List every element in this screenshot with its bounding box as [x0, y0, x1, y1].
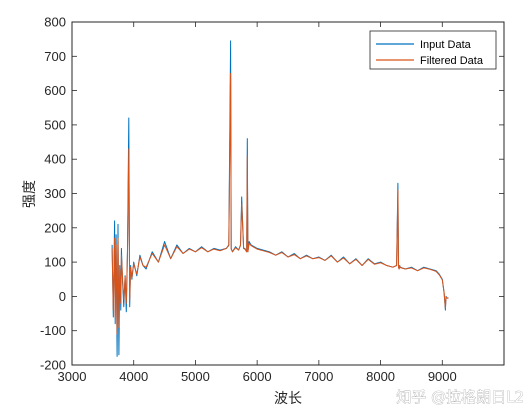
legend-box — [369, 30, 497, 70]
x-tick-label-4000: 4000 — [119, 369, 148, 384]
x-tick-label-9000: 9000 — [428, 369, 457, 384]
x-tick-label-5000: 5000 — [181, 369, 210, 384]
series-layer — [111, 40, 449, 357]
x-tick-label-3000: 3000 — [58, 369, 87, 384]
legend-label-filtered-data: Filtered Data — [420, 55, 484, 67]
y-tick-label--200: -200 — [40, 358, 66, 373]
legend-label-input-data: Input Data — [420, 39, 472, 51]
y-axis-title: 强度 — [22, 180, 38, 208]
series-line-filtered-data — [111, 72, 449, 335]
y-tick-label--100: -100 — [40, 323, 66, 338]
legend: Input Data Filtered Data — [369, 30, 497, 70]
x-tick-label-8000: 8000 — [366, 369, 395, 384]
y-tick-label-400: 400 — [44, 152, 66, 167]
x-tick-label-6000: 6000 — [243, 369, 272, 384]
y-axis-ticks: -200 -100 0 100 200 300 400 500 600 700 800 — [40, 15, 504, 373]
y-tick-label-500: 500 — [44, 117, 66, 132]
watermark-text: 知乎 @拉格朗日L2 — [396, 388, 524, 406]
x-axis-ticks: 3000 4000 5000 6000 7000 8000 9000 — [58, 22, 457, 384]
x-tick-label-7000: 7000 — [304, 369, 333, 384]
y-tick-label-100: 100 — [44, 255, 66, 270]
plot-area — [71, 21, 505, 366]
y-tick-label-800: 800 — [44, 15, 66, 30]
y-tick-label-600: 600 — [44, 83, 66, 98]
y-tick-label-200: 200 — [44, 220, 66, 235]
y-tick-label-300: 300 — [44, 186, 66, 201]
y-tick-label-700: 700 — [44, 49, 66, 64]
y-tick-label-0: 0 — [59, 289, 66, 304]
x-axis-title: 波长 — [274, 391, 302, 407]
